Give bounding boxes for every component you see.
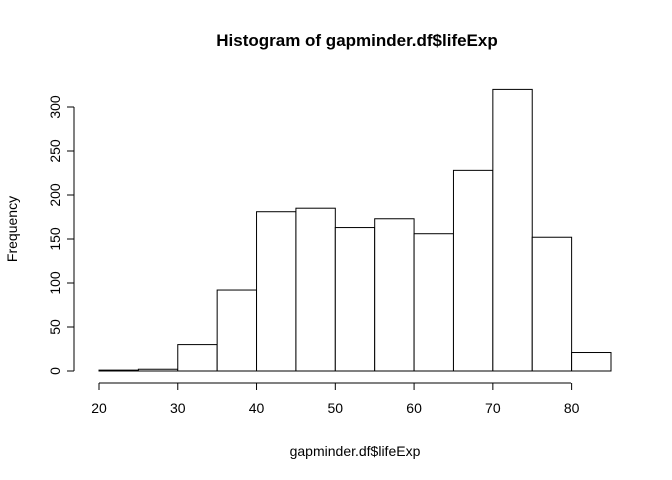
x-tick-label: 20 [91,400,107,416]
x-tick-label: 80 [564,400,580,416]
chart-title: Histogram of gapminder.df$lifeExp [216,31,498,50]
x-tick-label: 60 [406,400,422,416]
y-tick-label: 0 [47,367,63,375]
y-tick-label: 100 [47,271,63,295]
x-axis: 20 30 40 50 60 70 80 [91,382,580,416]
y-axis-label: Frequency [4,196,20,262]
histogram-bar [452,169,494,372]
bars-group [98,88,612,372]
histogram-bar [492,88,533,372]
x-tick-label: 50 [328,400,344,416]
histogram-bar [334,227,376,372]
histogram-bar [295,207,336,372]
x-tick-label: 30 [170,400,186,416]
y-tick-label: 250 [47,139,63,163]
histogram-bar [413,233,454,372]
histogram-bar [531,236,573,372]
histogram-bar [216,289,258,372]
histogram-bar [137,368,179,372]
histogram-bar [98,369,139,372]
y-axis: 0 50 100 150 200 250 300 [47,95,75,375]
histogram-bar [256,211,297,372]
y-tick-label: 200 [47,183,63,207]
y-tick-label: 300 [47,95,63,119]
y-tick-label: 50 [47,319,63,335]
y-tick-label: 150 [47,227,63,251]
x-axis-label: gapminder.df$lifeExp [290,443,421,459]
x-tick-label: 70 [485,400,501,416]
x-tick-label: 40 [249,400,265,416]
histogram-bar [374,218,415,372]
histogram-bar [177,344,218,372]
histogram-bar [571,352,612,372]
